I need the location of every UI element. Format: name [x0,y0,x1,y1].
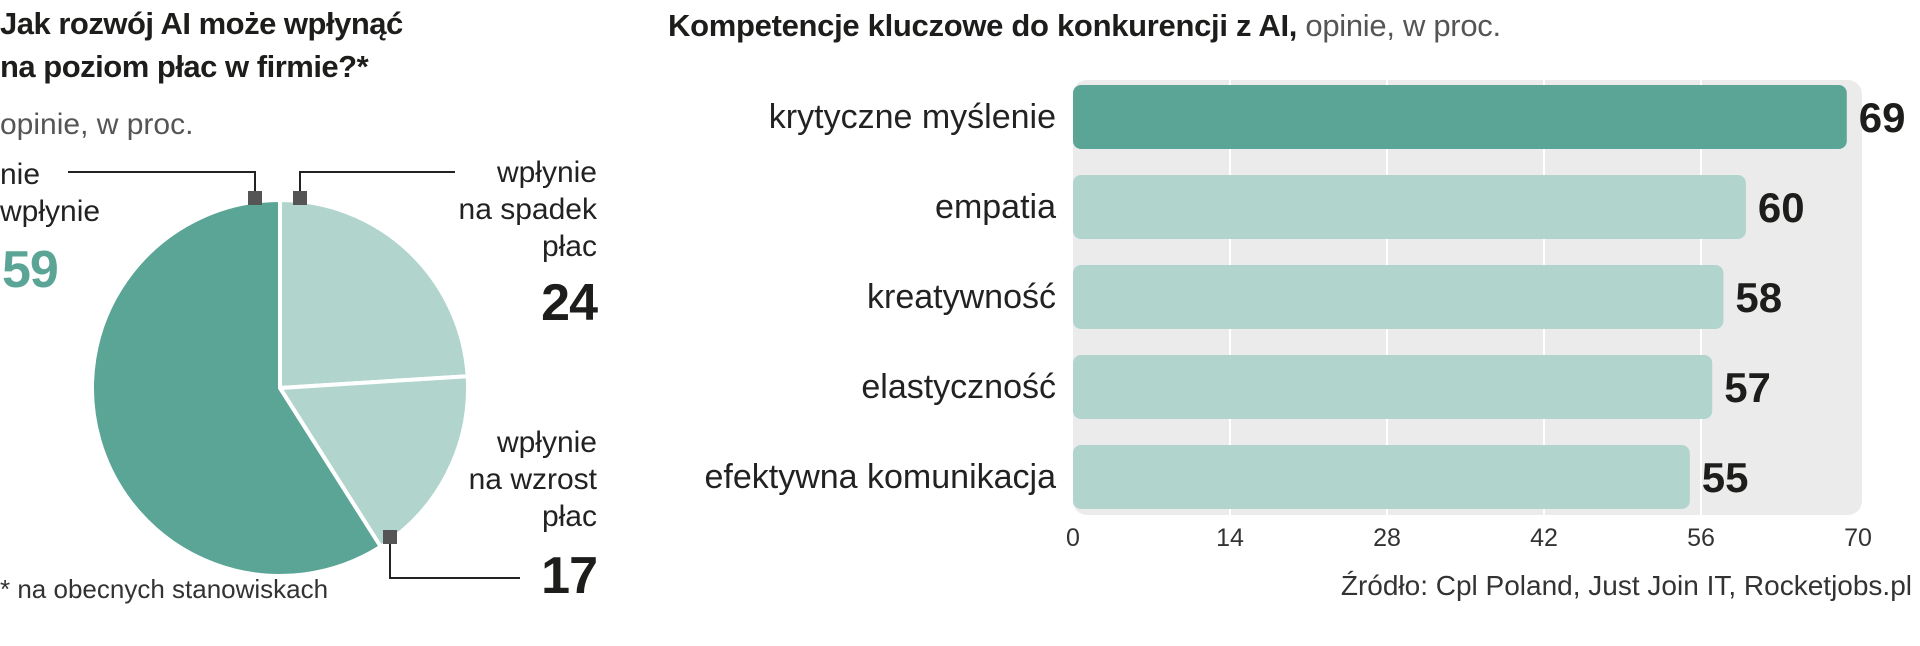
bar [1073,355,1713,419]
bar [1073,85,1847,149]
pie-value-wzrost: 17 [541,547,598,605]
pie-label-nie-wplynie: nie wpłynie [0,156,100,230]
pie-title-line-2: na poziom płac w firmie?* [0,49,369,84]
pie-chart-title: Jak rozwój AI może wpłynąć na poziom pła… [0,2,560,88]
leader-marker-spadek [293,191,307,205]
pie-label-line: wpłynie [496,426,597,459]
bar-chart-title: Kompetencje kluczowe do konkurencji z AI… [668,8,1298,43]
leader-line-nie-wplynie [68,171,256,198]
pie-value-nie-wplynie: 59 [2,241,59,299]
leader-line-spadek [299,171,455,198]
pie-slice-spadek [278,198,470,390]
bar-value-label: 69 [1859,94,1906,141]
bar-category-label: empatia [935,188,1056,226]
pie-value-spadek: 24 [541,274,598,332]
pie-label-wzrost: wpłynie na wzrost płac [469,424,597,535]
pie-label-line: na spadek [458,193,597,226]
bar-category-label: elastyczność [861,368,1056,406]
pie-label-line: płac [541,230,597,263]
leader-line-wzrost [389,537,520,579]
bar [1073,445,1690,509]
x-tick-label: 28 [1373,524,1401,552]
pie-title-line-1: Jak rozwój AI może wpłynąć [0,6,403,41]
x-tick-label: 56 [1687,524,1715,552]
x-tick-label: 42 [1530,524,1558,552]
pie-label-spadek: wpłynie na spadek płac [459,154,597,265]
bar-category-label: kreatywność [867,278,1056,316]
pie-label-line: wpłynie [496,156,597,189]
bar-value-label: 57 [1724,364,1771,411]
pie-footnote: * na obecnych stanowiskach [0,574,329,604]
bar-value-label: 60 [1758,184,1805,231]
pie-slice-nie-wplynie [90,198,383,578]
bar-category-label: krytyczne myślenie [769,98,1056,136]
pie-label-line: wpłynie [0,195,101,228]
bar [1073,175,1746,239]
bar-rows: krytyczne myślenie 69 empatia 60 kreatywność… [704,85,1906,509]
x-tick-label: 14 [1216,524,1244,552]
bar-x-axis-ticks: 0 14 28 42 56 70 [1066,524,1872,552]
pie-chart [68,171,520,579]
leader-marker-wzrost [383,530,397,544]
bar-chart-subtitle: opinie, w proc. [1297,8,1501,43]
pie-label-line: płac [541,500,597,533]
pie-chart-subtitle: opinie, w proc. [0,108,194,141]
bar [1073,265,1724,329]
x-tick-label: 0 [1066,524,1080,552]
bar-value-label: 58 [1735,274,1782,321]
x-tick-label: 70 [1844,524,1872,552]
bar-category-label: efektywna komunikacja [704,458,1056,496]
bar-chart-heading: Kompetencje kluczowe do konkurencji z AI… [668,8,1501,44]
bar-value-label: 55 [1702,454,1749,501]
pie-label-line: na wzrost [468,463,597,496]
leader-marker-nie-wplynie [248,191,262,205]
pie-label-line: nie [0,158,41,191]
pie-leader-lines [68,171,520,579]
source-note: Źródło: Cpl Poland, Just Join IT, Rocket… [1340,570,1912,601]
